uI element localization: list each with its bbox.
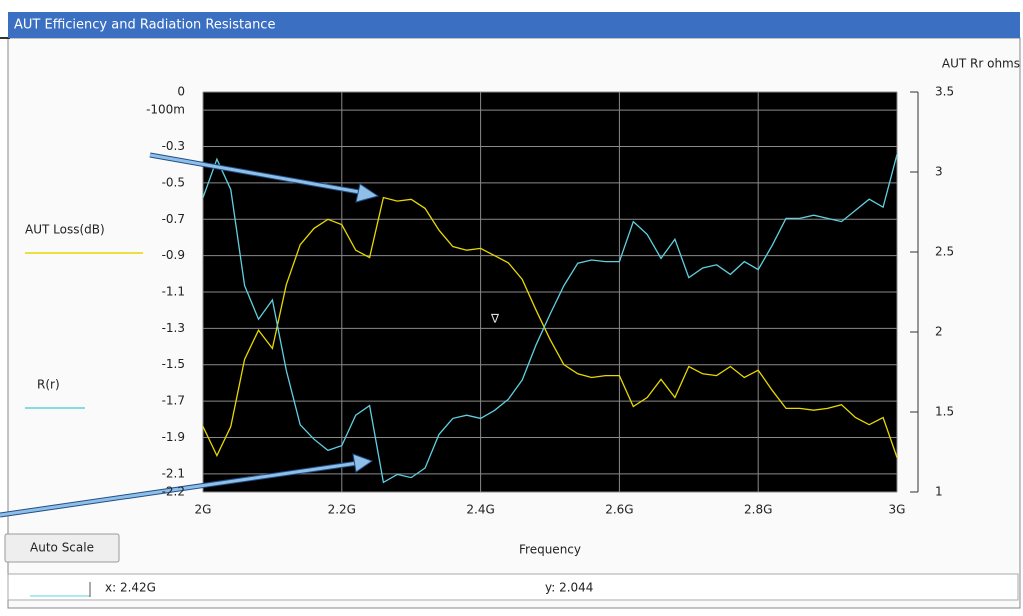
- status-x: x: 2.42G: [105, 581, 156, 595]
- y2-tick-label: 3.5: [935, 85, 954, 99]
- x-tick-label: 2.4G: [466, 503, 494, 517]
- x-axis-label: Frequency: [519, 543, 581, 557]
- x-tick-label: 2.8G: [744, 503, 772, 517]
- y-tick-label: -1.9: [162, 430, 185, 444]
- x-tick-label: 2.2G: [328, 503, 356, 517]
- y-tick-label: -2.2: [162, 485, 185, 499]
- y2-tick-label: 1.5: [935, 405, 954, 419]
- x-tick-label: 3G: [889, 503, 906, 517]
- status-y: y: 2.044: [545, 581, 593, 595]
- y-tick-label: -1.3: [162, 321, 185, 335]
- y-tick-label: 0: [177, 85, 185, 99]
- y-tick-label: -100m: [146, 103, 185, 117]
- y-tick-label: -1.1: [162, 285, 185, 299]
- y2-tick-label: 2: [935, 325, 943, 339]
- window-title: AUT Efficiency and Radiation Resistance: [14, 18, 275, 33]
- y-tick-label: -1.7: [162, 394, 185, 408]
- y2-tick-label: 1: [935, 485, 943, 499]
- y-tick-label: -0.5: [162, 175, 185, 189]
- y2-tick-label: 3: [935, 165, 943, 179]
- x-tick-label: 2G: [195, 503, 212, 517]
- button-label[interactable]: Auto Scale: [30, 541, 94, 555]
- y-tick-label: -0.3: [162, 139, 185, 153]
- legend-label: AUT Loss(dB): [25, 223, 105, 237]
- y2-tick-label: 2.5: [935, 245, 954, 259]
- y-tick-label: -1.5: [162, 357, 185, 371]
- y-tick-label: -2.1: [162, 466, 185, 480]
- y2-axis-label: AUT Rr ohms: [942, 57, 1020, 71]
- screen: AUT Efficiency and Radiation Resistance …: [0, 0, 1023, 612]
- legend-label: R(r): [37, 378, 60, 392]
- y-tick-label: -0.9: [162, 248, 185, 262]
- cursor-marker: ∇: [490, 312, 500, 326]
- x-tick-label: 2.6G: [605, 503, 633, 517]
- y-tick-label: -0.7: [162, 212, 185, 226]
- status-bar: [8, 574, 1018, 600]
